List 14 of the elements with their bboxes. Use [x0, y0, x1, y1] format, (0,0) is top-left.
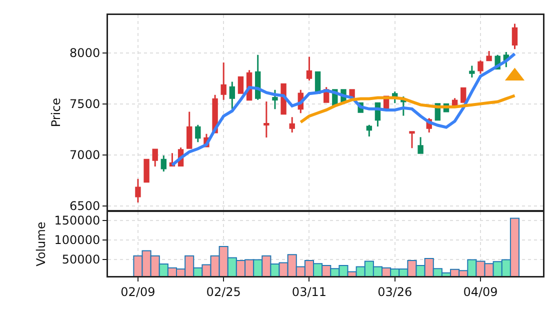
y-tick-label: 50000 [62, 252, 100, 267]
x-tick-label: 03/26 [378, 284, 412, 299]
y-axis-title: Price [49, 98, 64, 128]
y-tick-label: 100000 [54, 233, 100, 248]
x-tick-label: 03/11 [292, 284, 327, 299]
y-axis-title: Volume [34, 222, 48, 266]
x-tick-label: 02/25 [206, 284, 241, 299]
x-tick-label: 04/09 [463, 284, 498, 299]
y-tick-label: 7500 [70, 97, 100, 112]
y-tick-label: 150000 [54, 214, 100, 228]
y-tick-label: 8000 [70, 46, 100, 60]
x-tick-label: 02/09 [120, 284, 156, 299]
y-tick-label: 7000 [70, 148, 100, 162]
y-tick-label: 6500 [70, 199, 100, 214]
